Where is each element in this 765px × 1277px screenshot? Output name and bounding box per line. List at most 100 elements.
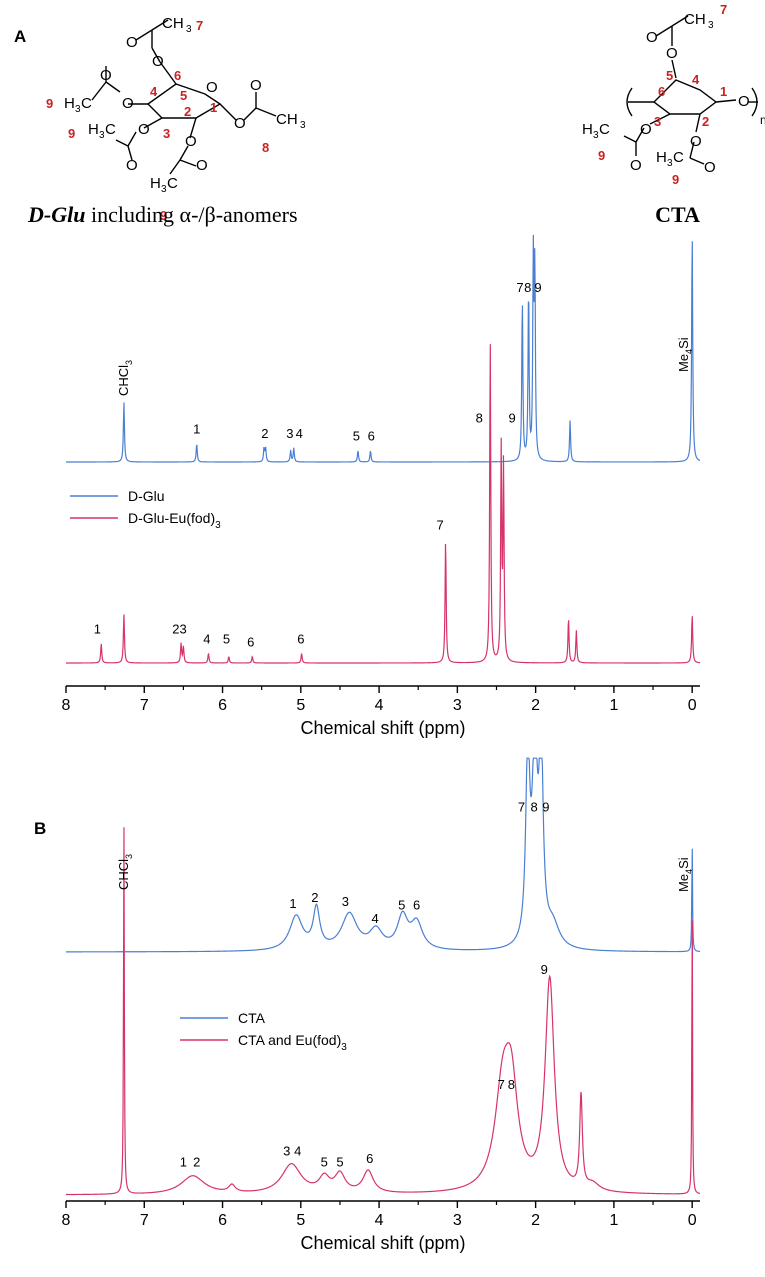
x-axis-title-0: Chemical shift (ppm): [300, 718, 465, 738]
peak-label-1-0-0: 1: [289, 896, 296, 911]
x-tick-label-0-4: 4: [375, 697, 384, 714]
dglu-structure: [91, 19, 277, 175]
peak-label-1-1-2: 3: [283, 1143, 290, 1158]
annotation-1-0: CHCl3: [116, 854, 134, 890]
peak-label-0-1-6: 7: [437, 518, 444, 533]
peak-label-0-0-4: 5: [353, 429, 360, 444]
dglu-o-4b: O: [100, 67, 112, 84]
panel-b-label: B: [34, 819, 46, 838]
dglu-num-9b: 9: [68, 126, 75, 141]
dglu-structure-atoms: O CH 3 O O O O H 3 C O H 3 C O O O H 3 C…: [64, 15, 306, 195]
annotation-1-1: Me4Si: [676, 857, 694, 892]
dglu-h3c-2: H: [150, 175, 161, 192]
x-tick-label-1-0: 8: [62, 1212, 71, 1229]
dglu-num-1: 1: [210, 100, 217, 115]
dglu-num-3: 3: [163, 126, 170, 141]
x-tick-label-1-8: 0: [688, 1212, 697, 1229]
cta-num-9b: 9: [672, 172, 679, 187]
peak-label-0-0-6: 7: [516, 280, 523, 295]
peak-label-1-0-8: 9: [542, 799, 549, 814]
peak-label-1-0-4: 5: [398, 898, 405, 913]
cta-h3c-b: H: [656, 149, 667, 166]
peak-label-0-1-5: 6: [297, 631, 304, 646]
dglu-num-6: 6: [174, 68, 181, 83]
x-tick-label-1-1: 7: [140, 1212, 149, 1229]
peak-label-0-1-1: 23: [172, 622, 186, 637]
cta-o-3: O: [640, 121, 652, 138]
peak-label-0-1-0: 1: [94, 622, 101, 637]
x-tick-label-0-3: 5: [296, 697, 305, 714]
x-tick-label-0-0: 8: [62, 697, 71, 714]
peak-label-1-1-5: 5: [336, 1155, 343, 1170]
peak-label-1-1-9: 9: [541, 962, 548, 977]
cta-num-7: 7: [720, 2, 727, 17]
cta-ch3: CH: [684, 11, 706, 28]
peak-label-0-1-7: 8: [476, 411, 483, 426]
dglu-ch3-top: CH: [162, 15, 184, 32]
peak-label-0-0-0: 1: [193, 422, 200, 437]
cta-ch3-sub: 3: [708, 20, 714, 31]
cta-num-3: 3: [654, 114, 661, 129]
dglu-h3c-3: H: [88, 121, 99, 138]
cta-h3c-b-sub: 3: [667, 158, 673, 169]
peak-label-0-1-8: 9: [509, 411, 516, 426]
x-tick-label-1-4: 4: [375, 1212, 384, 1229]
series-line-1-0: [66, 757, 701, 953]
dglu-caption: D-Glu including α-/β-anomers: [27, 202, 298, 227]
cta-num-4: 4: [692, 72, 700, 87]
dglu-caption-rest: including α-/β-anomers: [85, 202, 297, 227]
cta-h3c-a-sub: 3: [593, 130, 599, 141]
x-tick-label-1-6: 2: [531, 1212, 540, 1229]
dglu-o-3b: O: [126, 157, 138, 174]
x-tick-label-1-7: 1: [609, 1212, 618, 1229]
cta-o-b: O: [666, 45, 678, 62]
dglu-num-9c: 9: [160, 208, 167, 223]
peak-label-1-0-1: 2: [311, 890, 318, 905]
dglu-o-6a: O: [126, 34, 138, 51]
dglu-caption-prefix: D-Glu: [27, 202, 85, 227]
legend-label-1-1: CTA and Eu(fod)3: [238, 1032, 347, 1053]
dglu-o-1b: O: [250, 77, 262, 94]
series-line-1-1: [65, 827, 701, 1196]
peak-label-0-1-3: 5: [223, 631, 230, 646]
dglu-ch3-top-sub: 3: [186, 24, 192, 35]
peak-label-0-1-2: 4: [203, 631, 210, 646]
peak-label-1-1-7: 7: [498, 1077, 505, 1092]
dglu-o-2b: O: [196, 157, 208, 174]
dglu-h3c-4-sub: 3: [75, 104, 81, 115]
x-tick-label-1-2: 6: [218, 1212, 227, 1229]
legend-label-0-0: D-Glu: [128, 488, 165, 504]
legend-label-1-0: CTA: [238, 1010, 266, 1026]
cta-o-a: O: [646, 29, 658, 46]
x-tick-label-1-3: 5: [296, 1212, 305, 1229]
dglu-h3c-2-c: C: [167, 175, 178, 192]
dglu-o-1: O: [234, 115, 246, 132]
x-tick-label-1-5: 3: [453, 1212, 462, 1229]
peak-label-0-0-7: 8: [524, 280, 531, 295]
cta-o-2: O: [690, 133, 702, 150]
dglu-o-2: O: [185, 133, 197, 150]
peak-label-1-1-8: 8: [508, 1077, 515, 1092]
peak-label-1-1-6: 6: [366, 1151, 373, 1166]
x-axis-title-1: Chemical shift (ppm): [300, 1233, 465, 1253]
peak-label-0-0-8: 9: [534, 280, 541, 295]
dglu-ch3-1-sub: 3: [300, 120, 306, 131]
peak-label-0-0-5: 6: [368, 429, 375, 444]
x-tick-label-0-2: 6: [218, 697, 227, 714]
peak-label-0-0-1: 2: [261, 426, 268, 441]
cta-h3c-a-c: C: [599, 121, 610, 138]
cta-n: n: [760, 113, 765, 127]
cta-structure: [623, 15, 758, 165]
peak-label-1-1-3: 4: [294, 1143, 301, 1158]
cta-o-2b: O: [704, 159, 716, 176]
x-tick-label-0-1: 7: [140, 697, 149, 714]
cta-o-ring: O: [738, 93, 750, 110]
dglu-ch3-1: CH: [276, 111, 298, 128]
peak-label-0-0-3: 4: [296, 426, 303, 441]
peak-label-0-0-2: 3: [286, 426, 293, 441]
peak-label-1-0-7: 8: [530, 799, 537, 814]
peak-label-1-1-0: 1: [180, 1155, 187, 1170]
